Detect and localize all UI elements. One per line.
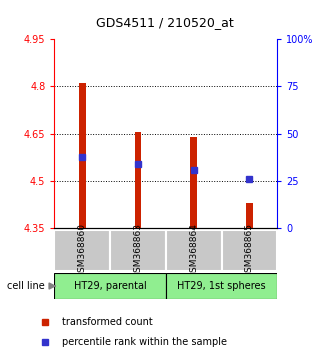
Bar — [166, 273, 277, 299]
Text: GSM368864: GSM368864 — [189, 223, 198, 278]
Bar — [221, 230, 277, 271]
Bar — [110, 230, 166, 271]
Text: transformed count: transformed count — [62, 318, 153, 327]
Text: percentile rank within the sample: percentile rank within the sample — [62, 337, 227, 347]
Bar — [54, 230, 110, 271]
Text: cell line: cell line — [7, 281, 44, 291]
Text: HT29, 1st spheres: HT29, 1st spheres — [177, 281, 266, 291]
Text: GSM368865: GSM368865 — [245, 223, 254, 278]
Text: GSM368860: GSM368860 — [78, 223, 87, 278]
Bar — [54, 273, 166, 299]
Bar — [190, 137, 197, 228]
Bar — [246, 203, 253, 228]
Text: HT29, parental: HT29, parental — [74, 281, 147, 291]
Bar — [79, 83, 86, 228]
Bar — [166, 230, 221, 271]
Text: GSM368863: GSM368863 — [133, 223, 143, 278]
Bar — [135, 132, 141, 228]
Text: GDS4511 / 210520_at: GDS4511 / 210520_at — [96, 16, 234, 29]
